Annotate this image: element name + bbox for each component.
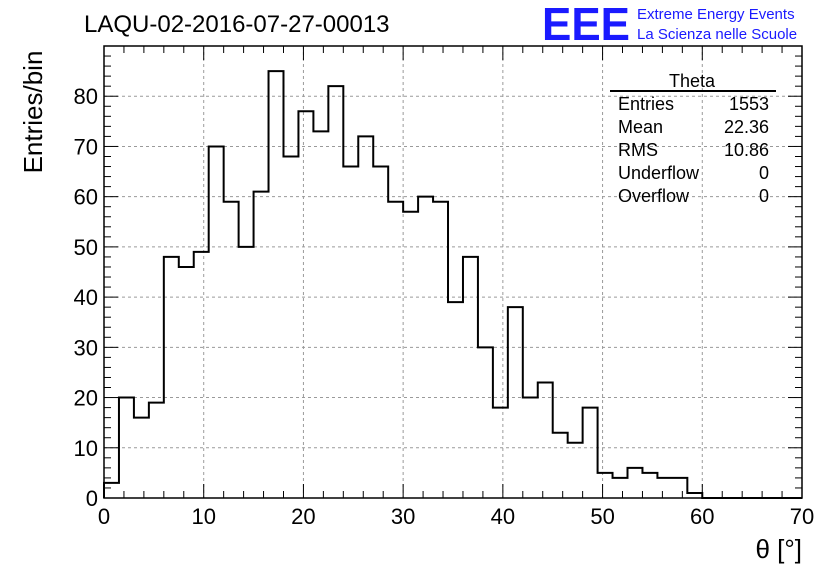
stats-row-label: Underflow <box>618 163 700 183</box>
histogram-bin <box>657 478 672 498</box>
y-tick-label: 10 <box>74 436 98 461</box>
histogram-bin <box>523 398 538 498</box>
stats-row-value: 0 <box>759 163 769 183</box>
x-tick-label: 20 <box>291 504 315 529</box>
y-tick-label: 50 <box>74 235 98 260</box>
x-tick-label: 70 <box>790 504 814 529</box>
histogram-bin <box>239 247 254 498</box>
histogram-outline <box>103 70 802 499</box>
histogram-bin <box>672 478 687 498</box>
histogram-bin <box>373 167 388 498</box>
y-tick-label: 80 <box>74 84 98 109</box>
y-tick-label: 40 <box>74 285 98 310</box>
x-tick-label: 30 <box>391 504 415 529</box>
histogram-bin <box>134 418 149 498</box>
histogram-bin <box>508 307 523 498</box>
y-tick-label: 70 <box>74 134 98 159</box>
logo-line-1: Extreme Energy Events <box>637 6 795 23</box>
stats-box: Theta Entries 1553 Mean 22.36 RMS 10.86 Underf… <box>610 71 776 206</box>
histogram-bin <box>538 382 553 498</box>
histogram-bin <box>568 443 583 498</box>
histogram-bin <box>104 483 119 498</box>
histogram-bin <box>493 408 508 498</box>
histogram-bin <box>119 398 134 498</box>
histogram-bin <box>583 408 598 498</box>
x-tick-label: 60 <box>690 504 714 529</box>
histogram-bin <box>553 433 568 498</box>
x-tick-label: 40 <box>491 504 515 529</box>
histogram-bin <box>418 197 433 498</box>
histogram-bin <box>298 111 313 498</box>
histogram-bin <box>313 131 328 498</box>
histogram-bin <box>194 252 209 498</box>
stats-row-value: 1553 <box>729 94 769 114</box>
histogram-bin <box>179 267 194 498</box>
y-tick-label: 20 <box>74 386 98 411</box>
stats-title: Theta <box>669 71 716 91</box>
axes: 0 10 20 30 40 50 60 70 0 10 20 30 40 50 60 70 80 <box>74 45 814 529</box>
histogram-bin <box>463 257 478 498</box>
x-tick-label: 0 <box>98 504 110 529</box>
stats-row-label: Overflow <box>618 186 690 206</box>
plot-frame <box>103 45 803 499</box>
stats-row-label: Entries <box>618 94 674 114</box>
stats-row-label: RMS <box>618 140 658 160</box>
y-tick-label: 0 <box>86 486 98 511</box>
histogram-series <box>103 70 802 499</box>
histogram-bin <box>224 202 239 498</box>
histogram-bin <box>628 468 643 498</box>
eee-logo: EEE Extreme Energy Events La Scienza nel… <box>542 0 797 50</box>
histogram-bin <box>269 71 284 498</box>
histogram-bin <box>478 347 493 498</box>
x-tick-label: 50 <box>590 504 614 529</box>
histogram-bin <box>687 493 702 498</box>
histogram-bin <box>328 86 343 498</box>
histogram-bin <box>403 212 418 498</box>
histogram-bin <box>388 202 403 498</box>
eee-logo-mark: EEE <box>542 0 630 50</box>
x-tick-label: 10 <box>191 504 215 529</box>
y-tick-label: 30 <box>74 335 98 360</box>
logo-line-2: La Scienza nelle Scuole <box>637 26 797 43</box>
histogram-bin <box>358 136 373 498</box>
y-axis-title: Entries/bin <box>18 51 48 174</box>
stats-row-value: 22.36 <box>724 117 769 137</box>
histogram-bin <box>254 192 269 498</box>
histogram-bin <box>448 302 463 498</box>
x-axis-title: θ [°] <box>755 534 802 564</box>
y-tick-label: 60 <box>74 185 98 210</box>
histogram-bin <box>642 473 657 498</box>
histogram-bin <box>209 146 224 498</box>
histogram-bin <box>283 156 298 498</box>
stats-row-label: Mean <box>618 117 663 137</box>
histogram-bin <box>433 202 448 498</box>
histogram-bin <box>149 403 164 498</box>
stats-row-value: 0 <box>759 186 769 206</box>
histogram-bin <box>343 167 358 498</box>
histogram-bin <box>164 257 179 498</box>
stats-rows: Entries 1553 Mean 22.36 RMS 10.86 Underflow 0 Ov… <box>618 94 769 206</box>
chart-title: LAQU-02-2016-07-27-00013 <box>84 11 390 38</box>
histogram-bin <box>598 473 613 498</box>
histogram-bin <box>613 478 628 498</box>
stats-row-value: 10.86 <box>724 140 769 160</box>
